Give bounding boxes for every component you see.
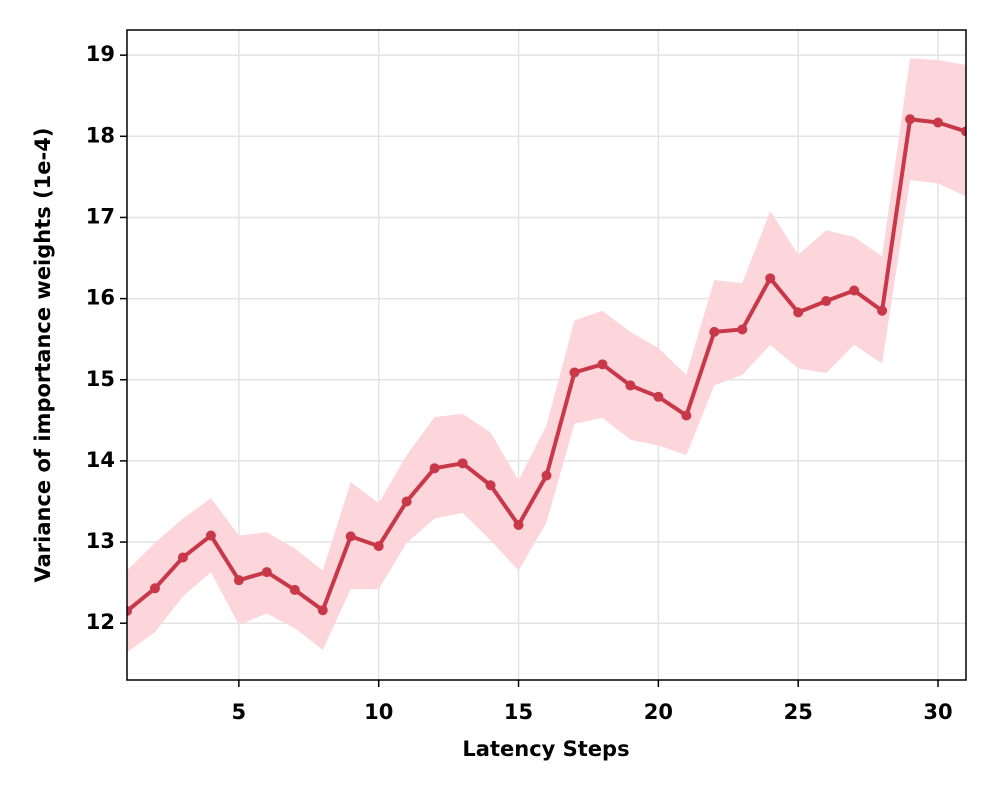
point bbox=[597, 359, 608, 370]
y-tick-label: 12 bbox=[86, 610, 115, 634]
point bbox=[905, 114, 916, 125]
point bbox=[261, 567, 272, 578]
x-axis-label: Latency Steps bbox=[462, 737, 629, 761]
y-tick-label: 13 bbox=[86, 529, 115, 553]
point bbox=[485, 480, 496, 491]
point bbox=[373, 541, 384, 552]
point bbox=[849, 285, 860, 296]
plot-frame bbox=[126, 29, 967, 681]
point bbox=[205, 530, 216, 541]
point bbox=[513, 520, 524, 531]
point bbox=[177, 552, 188, 563]
point bbox=[345, 531, 356, 542]
point bbox=[737, 324, 748, 335]
point bbox=[765, 273, 776, 284]
point bbox=[933, 117, 944, 128]
point bbox=[401, 496, 412, 507]
y-tick-label: 18 bbox=[86, 123, 115, 147]
plot bbox=[127, 58, 966, 653]
y-tick-label: 14 bbox=[86, 448, 115, 472]
x-tick-label: 30 bbox=[923, 700, 952, 724]
y-tick-label: 19 bbox=[86, 42, 115, 66]
point bbox=[457, 458, 468, 469]
point bbox=[653, 391, 664, 402]
x-tick-label: 10 bbox=[364, 700, 393, 724]
point bbox=[289, 584, 300, 595]
point bbox=[317, 605, 328, 616]
point bbox=[429, 463, 440, 474]
y-tick-label: 17 bbox=[86, 204, 115, 228]
point bbox=[709, 326, 720, 337]
point bbox=[541, 470, 552, 481]
point bbox=[681, 410, 692, 421]
y-tick-label: 15 bbox=[86, 367, 115, 391]
point bbox=[821, 296, 832, 307]
point bbox=[149, 583, 160, 594]
point bbox=[569, 367, 580, 378]
point bbox=[127, 606, 132, 617]
x-tick-label: 25 bbox=[784, 700, 813, 724]
point bbox=[877, 305, 888, 316]
x-tick-label: 15 bbox=[504, 700, 533, 724]
point bbox=[961, 126, 966, 137]
point bbox=[793, 307, 804, 318]
y-tick-label: 16 bbox=[86, 286, 115, 310]
x-tick-label: 20 bbox=[644, 700, 673, 724]
point bbox=[625, 380, 636, 391]
y-axis-label: Variance of importance weights (1e-4) bbox=[31, 128, 55, 583]
point bbox=[233, 575, 244, 586]
x-tick-label: 5 bbox=[232, 700, 247, 724]
confidence-band bbox=[127, 58, 966, 653]
